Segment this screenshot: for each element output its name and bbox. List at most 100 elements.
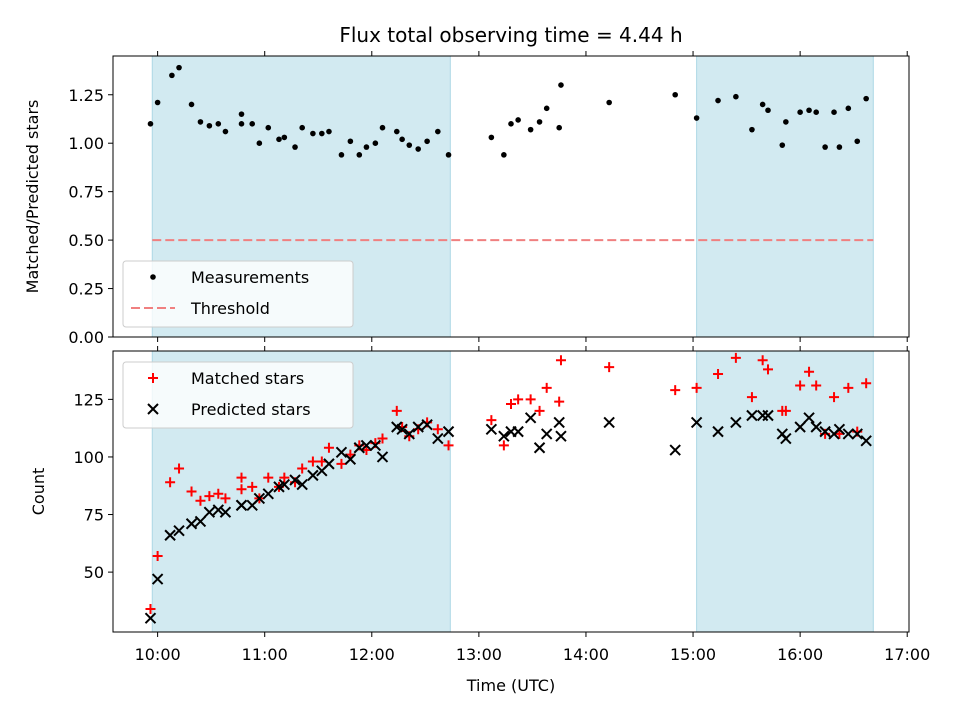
- predicted-star-point: [144, 612, 157, 624]
- predicted-star-point: [842, 428, 855, 440]
- x-tick-label: 13:00: [456, 645, 502, 664]
- predicted-star-point: [746, 409, 758, 422]
- measurement-point: [299, 124, 305, 131]
- measurement-point: [206, 122, 213, 129]
- predicted-star-point: [212, 504, 225, 516]
- matched-star-point: [213, 488, 224, 499]
- y-tick-label: 75: [84, 506, 104, 525]
- y-tick-label: 0.75: [68, 183, 104, 202]
- legend-label: Matched stars: [191, 369, 304, 388]
- measurement-point: [488, 134, 495, 141]
- measurement-point: [188, 101, 195, 108]
- measurement-point: [854, 138, 861, 145]
- predicted-star-point: [219, 506, 232, 518]
- measurement-point: [715, 97, 721, 104]
- matched-star-point: [220, 493, 231, 504]
- measurement-point: [536, 119, 543, 125]
- chart-title: Flux total observing time = 4.44 h: [339, 23, 682, 47]
- matched-star-point: [174, 463, 185, 474]
- measurement-point: [372, 140, 379, 147]
- measurement-point: [556, 124, 562, 131]
- measurement-point: [836, 144, 843, 150]
- legend-dot-marker: [150, 274, 156, 280]
- measurement-point: [154, 99, 161, 106]
- predicted-star-point: [762, 409, 774, 422]
- matched-star-point: [432, 424, 443, 435]
- matched-star-point: [186, 486, 197, 497]
- top-panel: 0.00 0.25 0.50 0.75 1.00 1.25 Matched/Predicte…: [23, 51, 910, 347]
- measurement-point: [347, 138, 354, 145]
- matched-star-point: [323, 442, 334, 453]
- y-tick-label: 0.50: [68, 231, 104, 250]
- measurement-point: [276, 136, 282, 143]
- predicted-star-point: [803, 412, 815, 424]
- measurement-point: [445, 152, 452, 158]
- predicted-star-point: [403, 428, 415, 440]
- matched-star-point: [555, 355, 566, 366]
- matched-star-point: [195, 495, 206, 506]
- measurement-point: [326, 128, 332, 135]
- matched-star-point: [713, 369, 724, 380]
- measurement-point: [265, 124, 272, 131]
- measurement-point: [176, 64, 182, 71]
- matched-star-point: [811, 380, 822, 391]
- predicted-star-point: [360, 439, 373, 452]
- matched-star-point: [316, 456, 327, 467]
- measurement-point: [238, 121, 245, 127]
- predicted-star-point: [185, 518, 198, 530]
- measurement-point: [222, 128, 229, 135]
- predicted-star-point: [442, 425, 455, 438]
- y-axis-label: Count: [29, 468, 48, 516]
- measurement-point: [281, 134, 288, 141]
- y-tick-label: 0.25: [68, 280, 104, 299]
- predicted-star-point: [810, 421, 822, 433]
- matched-star-point: [843, 382, 854, 393]
- measurement-point: [379, 124, 386, 131]
- predicted-star-point: [396, 423, 408, 436]
- predicted-star-point: [235, 499, 248, 512]
- predicted-star-point: [432, 432, 444, 445]
- measurement-point: [435, 128, 441, 135]
- matched-star-point: [757, 355, 768, 366]
- legend: Measurements Threshold: [122, 260, 354, 328]
- matched-star-point: [165, 477, 176, 488]
- matched-star-point: [554, 396, 565, 407]
- matched-star-point: [152, 550, 163, 561]
- plot-frame: [112, 55, 910, 338]
- measurement-point: [249, 121, 256, 127]
- legend-box: [122, 260, 354, 328]
- matched-star-point: [746, 392, 757, 403]
- predicted-star-point: [262, 488, 274, 500]
- predicted-star-point: [203, 506, 216, 518]
- legend-box: [122, 361, 354, 429]
- measurement-point: [169, 72, 175, 79]
- measurement-point: [797, 109, 803, 115]
- bottom-panel: 10:00 11:00 12:00 13:00 14:00 15:00 16:00 17:00…: [29, 346, 930, 664]
- measurement-point: [406, 142, 413, 148]
- predicted-star-point: [851, 428, 863, 440]
- measurement-point: [749, 126, 755, 133]
- measurement-point: [338, 152, 345, 158]
- predicted-star-point: [712, 425, 724, 438]
- y-tick-label: 0.00: [68, 328, 104, 347]
- predicted-star-point: [164, 529, 176, 541]
- legend-label: Threshold: [190, 299, 270, 318]
- predicted-star-point: [307, 469, 319, 482]
- predicted-star-point: [669, 444, 681, 456]
- predicted-star-point: [323, 458, 335, 470]
- predicted-star-point: [353, 442, 366, 454]
- matched-star-point: [145, 603, 156, 614]
- measurement-point: [765, 107, 771, 114]
- observing-window-shade: [696, 350, 874, 633]
- matched-star-point: [297, 463, 308, 474]
- predicted-star-point: [485, 423, 498, 436]
- matched-star-point: [780, 405, 791, 416]
- matched-star-point: [247, 481, 258, 492]
- measurement-point: [292, 144, 298, 150]
- measurement-point: [831, 109, 837, 115]
- plot-frame: [112, 350, 910, 633]
- measurement-point: [558, 82, 564, 88]
- measurement-point: [606, 99, 612, 106]
- predicted-star-point: [540, 428, 553, 440]
